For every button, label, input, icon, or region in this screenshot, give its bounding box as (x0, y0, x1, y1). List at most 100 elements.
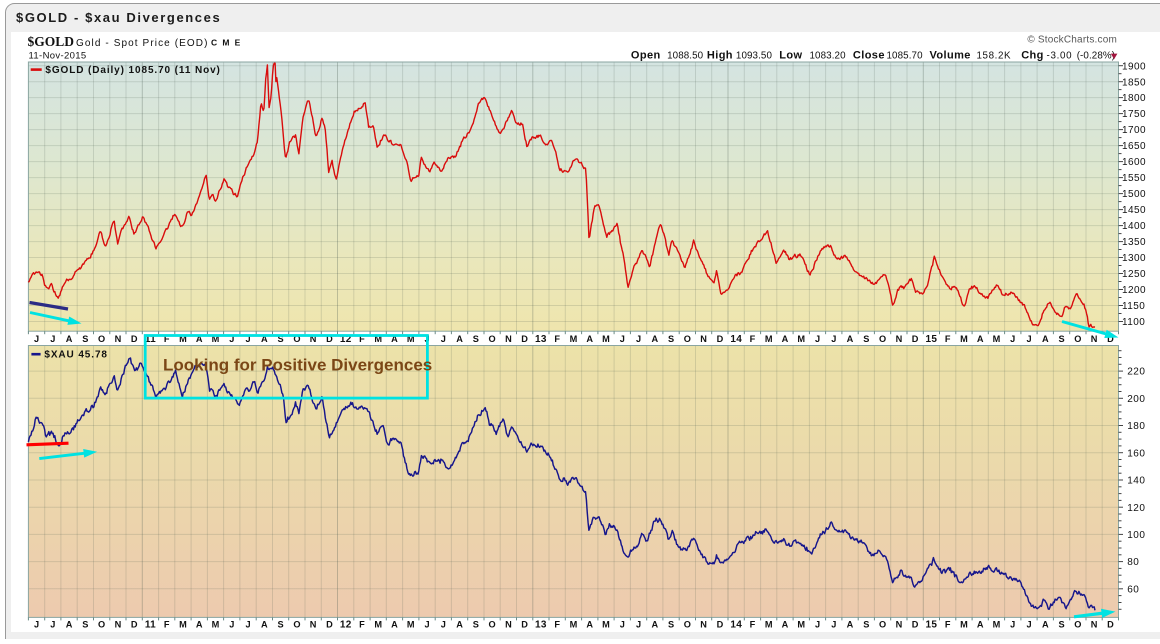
svg-text:J: J (831, 620, 836, 630)
svg-text:M: M (602, 334, 610, 344)
svg-text:N: N (115, 620, 122, 630)
svg-text:A: A (66, 334, 73, 344)
svg-text:Open: Open (631, 50, 661, 62)
svg-text:A: A (782, 620, 789, 630)
svg-text:N: N (896, 620, 903, 630)
svg-text:1250: 1250 (1122, 269, 1146, 280)
svg-text:1088.50: 1088.50 (667, 51, 704, 62)
svg-text:M: M (570, 620, 578, 630)
svg-text:O: O (489, 334, 496, 344)
svg-text:Looking for Positive Divergenc: Looking for Positive Divergences (163, 356, 432, 375)
svg-text:15: 15 (926, 620, 938, 631)
svg-text:M: M (993, 620, 1001, 630)
svg-text:(-0.28%): (-0.28%) (1077, 51, 1115, 62)
svg-text:Volume: Volume (930, 50, 971, 62)
svg-text:F: F (750, 620, 756, 630)
svg-text:M: M (212, 620, 220, 630)
svg-text:$GOLD - $xau Divergences: $GOLD - $xau Divergences (16, 10, 221, 25)
svg-text:J: J (636, 620, 641, 630)
svg-text:F: F (554, 334, 560, 344)
svg-text:O: O (1074, 620, 1081, 630)
svg-text:M: M (602, 620, 610, 630)
svg-text:J: J (441, 334, 446, 344)
svg-text:80: 80 (1127, 557, 1139, 568)
svg-text:$XAU 45.78: $XAU 45.78 (44, 349, 107, 360)
svg-text:D: D (717, 620, 724, 630)
svg-text:High: High (707, 50, 733, 62)
svg-text:O: O (293, 620, 300, 630)
svg-text:A: A (782, 334, 789, 344)
svg-text:1750: 1750 (1122, 109, 1146, 120)
svg-text:M: M (797, 334, 805, 344)
svg-text:Gold - Spot Price (EOD): Gold - Spot Price (EOD) (76, 38, 209, 49)
svg-text:180: 180 (1127, 421, 1145, 432)
svg-text:D: D (521, 620, 528, 630)
svg-text:N: N (700, 334, 707, 344)
svg-text:J: J (620, 334, 625, 344)
svg-text:O: O (684, 334, 691, 344)
svg-text:60: 60 (1127, 584, 1139, 595)
svg-text:158.2K: 158.2K (977, 51, 1012, 62)
svg-text:N: N (505, 334, 512, 344)
svg-text:220: 220 (1127, 367, 1145, 378)
svg-text:A: A (391, 620, 398, 630)
svg-text:S: S (863, 334, 869, 344)
svg-text:100: 100 (1127, 530, 1145, 541)
svg-text:1600: 1600 (1122, 157, 1146, 168)
svg-text:O: O (98, 620, 105, 630)
svg-text:1400: 1400 (1122, 221, 1146, 232)
svg-text:S: S (1059, 334, 1065, 344)
svg-text:N: N (1091, 620, 1098, 630)
svg-text:140: 140 (1127, 476, 1145, 487)
svg-text:11: 11 (145, 620, 156, 631)
svg-text:A: A (847, 620, 854, 630)
svg-text:1150: 1150 (1122, 301, 1145, 312)
svg-text:J: J (424, 620, 429, 630)
svg-text:F: F (945, 620, 951, 630)
svg-text:$GOLD (Daily) 1085.70 (11 Nov): $GOLD (Daily) 1085.70 (11 Nov) (45, 65, 220, 76)
svg-text:A: A (977, 620, 984, 630)
svg-text:N: N (1091, 334, 1098, 344)
svg-text:O: O (489, 620, 496, 630)
svg-text:A: A (651, 620, 658, 630)
svg-text:J: J (441, 620, 446, 630)
svg-text:N: N (115, 334, 122, 344)
svg-text:J: J (831, 334, 836, 344)
svg-text:1500: 1500 (1122, 189, 1146, 200)
svg-text:$GOLD: $GOLD (28, 34, 75, 49)
svg-text:S: S (1059, 620, 1065, 630)
svg-text:S: S (82, 620, 88, 630)
svg-text:F: F (359, 620, 365, 630)
svg-text:J: J (34, 620, 39, 630)
svg-text:J: J (1026, 620, 1031, 630)
svg-text:O: O (879, 334, 886, 344)
svg-text:D: D (326, 620, 333, 630)
svg-text:A: A (261, 620, 268, 630)
svg-text:D: D (912, 620, 919, 630)
svg-text:160: 160 (1127, 448, 1145, 459)
svg-text:S: S (863, 620, 869, 630)
svg-text:1550: 1550 (1122, 173, 1146, 184)
svg-text:14: 14 (730, 334, 742, 345)
svg-text:D: D (131, 334, 138, 344)
svg-text:12: 12 (340, 620, 352, 631)
svg-text:A: A (66, 620, 73, 630)
svg-text:13: 13 (535, 334, 547, 345)
svg-text:1300: 1300 (1122, 253, 1146, 264)
svg-text:D: D (521, 334, 528, 344)
svg-text:J: J (1026, 334, 1031, 344)
svg-text:O: O (98, 334, 105, 344)
svg-text:-3.00: -3.00 (1047, 51, 1073, 62)
svg-text:11-Nov-2015: 11-Nov-2015 (29, 51, 87, 62)
svg-text:O: O (684, 620, 691, 630)
svg-text:M: M (407, 620, 415, 630)
svg-text:M: M (765, 620, 773, 630)
svg-text:S: S (278, 620, 284, 630)
svg-text:F: F (945, 334, 951, 344)
svg-text:200: 200 (1127, 394, 1145, 405)
svg-text:Close: Close (853, 50, 885, 62)
svg-text:A: A (1042, 334, 1049, 344)
svg-text:J: J (34, 334, 39, 344)
svg-text:13: 13 (535, 620, 547, 631)
svg-text:S: S (473, 620, 479, 630)
